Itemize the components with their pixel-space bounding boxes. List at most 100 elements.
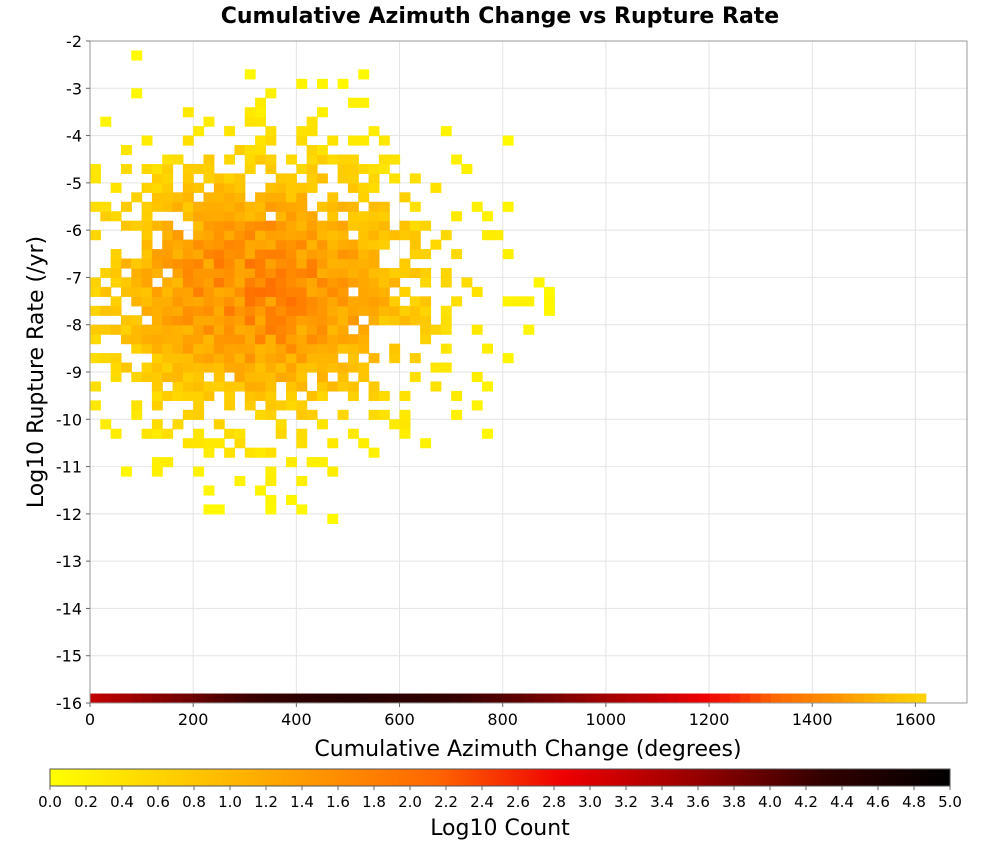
heatmap-cell-bottom-row	[513, 693, 524, 703]
heatmap-cell	[244, 249, 256, 260]
heatmap-cell-bottom-row	[657, 693, 669, 703]
heatmap-cell	[327, 381, 339, 392]
heatmap-cell	[409, 315, 421, 326]
heatmap-cell	[378, 315, 390, 326]
heatmap-cell	[162, 343, 174, 354]
heatmap-cell	[327, 239, 339, 250]
heatmap-cell	[234, 220, 246, 231]
heatmap-cell	[193, 277, 205, 288]
heatmap-cell	[358, 372, 370, 383]
heatmap-cell	[224, 390, 236, 401]
heatmap-cell	[131, 372, 143, 383]
y-tick-label: -9	[66, 363, 82, 382]
heatmap-cell	[224, 192, 236, 203]
heatmap-cell	[306, 286, 318, 297]
heatmap-cell	[296, 211, 308, 222]
heatmap-cell	[265, 182, 277, 193]
heatmap-cell	[409, 239, 421, 250]
heatmap-cell	[347, 163, 359, 174]
heatmap-cell	[378, 230, 390, 241]
heatmap-cell	[182, 192, 194, 203]
heatmap-cell	[182, 362, 194, 373]
heatmap-cell-bottom-row	[409, 693, 421, 703]
heatmap-cell	[327, 334, 339, 345]
heatmap-cell	[110, 211, 122, 222]
heatmap-cell	[141, 305, 153, 316]
heatmap-cell	[389, 277, 401, 288]
heatmap-cell	[172, 296, 184, 307]
heatmap-cell	[255, 447, 266, 458]
heatmap-cell	[378, 286, 390, 297]
heatmap-cell	[306, 409, 318, 420]
heatmap-cell	[337, 334, 349, 345]
heatmap-cell	[275, 305, 287, 316]
heatmap-cell	[182, 409, 194, 420]
heatmap-cell	[182, 353, 194, 364]
heatmap-cell-bottom-row	[327, 693, 339, 703]
heatmap-cell	[182, 135, 194, 146]
heatmap-cell	[316, 107, 328, 118]
heatmap-cell	[151, 362, 163, 373]
heatmap-cell	[224, 154, 236, 165]
heatmap-cell	[296, 163, 308, 174]
heatmap-cell	[347, 135, 359, 146]
heatmap-cell-bottom-row	[131, 693, 143, 703]
heatmap-cell	[368, 296, 380, 307]
heatmap-cell	[543, 296, 555, 307]
heatmap-cell	[120, 220, 132, 231]
heatmap-cell	[224, 277, 236, 288]
heatmap-cell	[255, 296, 266, 307]
heatmap-cell	[244, 390, 256, 401]
heatmap-cell	[265, 277, 277, 288]
heatmap-cell	[244, 230, 256, 241]
heatmap-cell	[337, 239, 349, 250]
heatmap-cell-bottom-row	[378, 693, 390, 703]
heatmap-cell	[327, 296, 339, 307]
heatmap-cell	[203, 154, 215, 165]
heatmap-cell	[255, 97, 266, 108]
heatmap-cell	[141, 135, 153, 146]
heatmap-cell	[224, 428, 236, 439]
heatmap-cell	[193, 343, 205, 354]
heatmap-cell	[543, 286, 555, 297]
heatmap-cell	[337, 315, 349, 326]
heatmap-cell	[275, 182, 287, 193]
heatmap-cell	[172, 362, 184, 373]
heatmap-cell	[110, 362, 122, 373]
heatmap-cell	[358, 239, 370, 250]
heatmap-cell	[347, 182, 359, 193]
heatmap-cell	[203, 381, 215, 392]
heatmap-cell	[100, 267, 112, 279]
heatmap-cell	[286, 353, 297, 364]
heatmap-cell-bottom-row	[874, 693, 886, 703]
heatmap-cell	[244, 116, 256, 127]
heatmap-cell	[368, 447, 380, 458]
heatmap-cell-bottom-row	[482, 693, 493, 703]
heatmap-cell	[347, 343, 359, 354]
heatmap-cell-bottom-row	[729, 693, 741, 703]
colorbar-label: Log10 Count	[430, 816, 570, 841]
heatmap-cell	[234, 372, 246, 383]
heatmap-cell	[193, 249, 205, 260]
heatmap-cell	[234, 258, 246, 269]
y-tick-label: -16	[56, 694, 82, 713]
heatmap-cell	[151, 173, 163, 184]
colorbar-tick-label: 1.6	[326, 793, 350, 811]
heatmap-cell	[182, 315, 194, 326]
heatmap-cell	[141, 220, 153, 231]
heatmap-cell	[162, 249, 174, 260]
heatmap-cell	[255, 220, 266, 231]
heatmap-cell	[234, 249, 246, 260]
heatmap-cell	[234, 334, 246, 345]
heatmap-cell	[378, 267, 390, 279]
heatmap-cell	[265, 324, 277, 335]
heatmap-cell	[286, 334, 297, 345]
heatmap-cell	[420, 315, 432, 326]
heatmap-cell	[389, 296, 401, 307]
heatmap-cell-bottom-row	[719, 693, 731, 703]
heatmap-cell	[368, 211, 380, 222]
heatmap-cell	[327, 267, 339, 279]
heatmap-cell	[275, 315, 287, 326]
heatmap-cell	[213, 239, 225, 250]
heatmap-cell	[100, 201, 112, 212]
